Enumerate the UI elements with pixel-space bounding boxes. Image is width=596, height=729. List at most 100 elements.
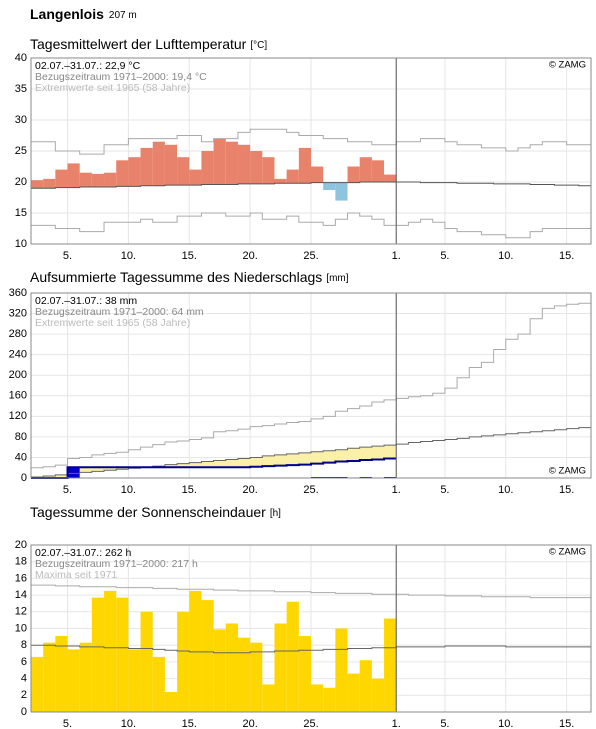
y-tick-label: 16 [15, 572, 27, 584]
x-tick-label: 20. [242, 250, 257, 262]
plot-frame [30, 544, 592, 713]
annotation: Bezugszeitraum 1971–2000: 217 h [35, 558, 198, 570]
bar [359, 660, 372, 712]
y-tick-label: 20 [15, 539, 27, 551]
line [31, 427, 591, 478]
x-tick-label: 1. [392, 250, 401, 262]
deviation-bar [104, 172, 117, 187]
y-tick-label: 320 [9, 307, 27, 319]
y-tick-label: 280 [9, 328, 27, 340]
x-tick-label: 25. [303, 718, 318, 729]
y-tick-label: 4 [21, 673, 27, 685]
deviation-bar [262, 157, 275, 184]
bar [128, 649, 141, 712]
bar [31, 656, 44, 712]
deviation-bar [164, 144, 178, 186]
x-tick-label: 5. [63, 250, 72, 262]
line [31, 584, 591, 599]
x-tick-label: 15. [182, 718, 197, 729]
plot-frame [30, 57, 592, 245]
y-tick-label: 0 [21, 472, 27, 484]
y-tick-label: 15 [15, 207, 27, 219]
y-tick-label: 8 [21, 639, 27, 651]
deviation-bar [311, 166, 324, 183]
x-tick-label: 15. [559, 718, 574, 729]
title-text: Tagessumme der Sonnenscheindauer [30, 504, 266, 520]
x-tick-label: 20. [242, 718, 257, 729]
unit: [h] [270, 508, 281, 519]
y-tick-label: 80 [15, 431, 27, 443]
chart-title: Tagesmittelwert der Lufttemperatur [°C] [30, 36, 267, 52]
x-tick-label: 10. [121, 484, 136, 496]
bar [201, 600, 214, 712]
bar [298, 636, 311, 712]
deviation-bar [323, 182, 336, 191]
x-tick-label: 15. [182, 250, 197, 262]
deviation-bar [347, 166, 360, 183]
x-tick-label: 10. [498, 718, 513, 729]
annotation: Maxima seit 1971 [35, 569, 117, 581]
x-tick-label: 10. [121, 718, 136, 729]
annotation: 02.07.–31.07.: 38 mm [35, 295, 137, 307]
deviation-bar [140, 147, 153, 186]
line [31, 302, 591, 469]
x-tick-label: 1. [392, 718, 401, 729]
y-tick-label: 30 [15, 114, 27, 126]
unit: [°C] [250, 40, 267, 51]
x-tick-label: 5. [63, 718, 72, 729]
title-text: Aufsummierte Tagessumme des Niederschlag… [30, 269, 322, 285]
bar [262, 684, 275, 712]
station: Langenlois [30, 6, 104, 22]
y-tick-label: 40 [15, 52, 27, 64]
bar [213, 629, 226, 712]
line [31, 644, 591, 654]
x-tick-label: 10. [498, 250, 513, 262]
annotation: Extremwerte seit 1965 (58 Jahre) [35, 82, 190, 94]
plot-frame [30, 292, 592, 479]
x-tick-label: 1. [392, 484, 401, 496]
annotation: Extremwerte seit 1965 (58 Jahre) [35, 317, 190, 329]
deviation-bar [213, 138, 226, 185]
deviation-bar [67, 163, 80, 188]
y-tick-label: 10 [15, 238, 27, 250]
copyright: © ZAMG [549, 60, 586, 71]
bar [347, 673, 360, 712]
bar [104, 590, 117, 712]
x-tick-label: 15. [182, 484, 197, 496]
deviation-bar [298, 147, 311, 184]
unit: [mm] [326, 273, 348, 284]
deviation-bar [201, 151, 214, 185]
annotation: 02.07.–31.07.: 22,9 °C [35, 60, 141, 72]
bar [79, 642, 92, 712]
annotation: 02.07.–31.07.: 262 h [35, 547, 131, 559]
annotation: Bezugszeitraum 1971–2000: 64 mm [35, 306, 204, 318]
bar [311, 476, 324, 478]
y-tick-label: 40 [15, 451, 27, 463]
bar [323, 476, 336, 478]
y-tick-label: 120 [9, 410, 27, 422]
deviation-bar [250, 151, 263, 184]
deviation-bar [189, 169, 202, 186]
x-tick-label: 20. [242, 484, 257, 496]
chart-title: Tagessumme der Sonnenscheindauer [h] [30, 504, 281, 520]
bar [116, 597, 129, 712]
bar [250, 642, 263, 712]
bar [371, 678, 385, 712]
copyright: © ZAMG [549, 547, 586, 558]
bar [152, 656, 165, 712]
deviation-bar [225, 141, 238, 185]
bar [225, 623, 238, 712]
y-tick-label: 0 [21, 706, 27, 718]
deviation-bar [79, 172, 92, 187]
bar [274, 623, 287, 712]
copyright: © ZAMG [549, 466, 586, 477]
deviation-bar [152, 141, 165, 186]
bar [311, 684, 324, 712]
x-tick-label: 25. [303, 250, 318, 262]
deviation-bar [116, 160, 129, 187]
x-tick-label: 10. [498, 484, 513, 496]
bar [67, 649, 80, 712]
deviation-bar [371, 160, 385, 182]
x-tick-label: 5. [440, 718, 449, 729]
